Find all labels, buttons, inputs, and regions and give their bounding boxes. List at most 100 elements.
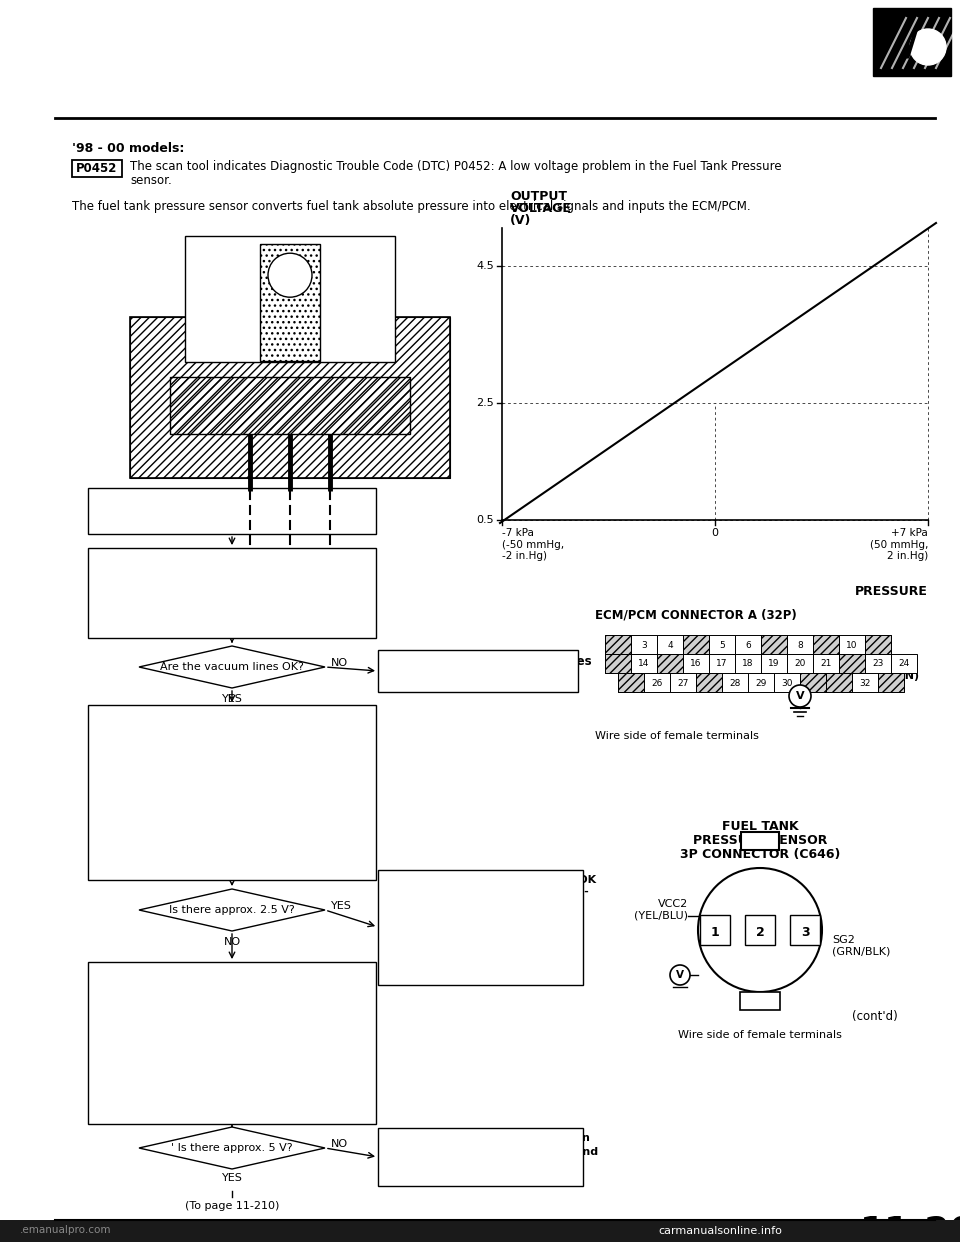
Bar xyxy=(683,655,709,673)
Bar xyxy=(618,673,644,692)
Bar xyxy=(644,673,670,692)
Text: NO: NO xyxy=(331,658,348,668)
Bar xyxy=(130,317,450,478)
Bar xyxy=(735,655,761,673)
Text: 8: 8 xyxy=(797,641,803,650)
Text: 21: 21 xyxy=(820,660,831,668)
Circle shape xyxy=(698,868,822,992)
Polygon shape xyxy=(139,1126,325,1169)
Bar xyxy=(88,705,376,881)
Text: 0: 0 xyxy=(711,528,718,538)
Text: '98 - 00 models:: '98 - 00 models: xyxy=(72,142,184,155)
Text: Problem verification:: Problem verification: xyxy=(98,710,238,723)
Bar xyxy=(88,963,376,1124)
Text: 30: 30 xyxy=(781,678,793,688)
Bar xyxy=(740,992,780,1010)
Bar xyxy=(787,655,813,673)
Bar xyxy=(683,635,709,655)
Text: 20: 20 xyxy=(794,660,805,668)
Bar xyxy=(605,655,631,673)
Text: 11-209: 11-209 xyxy=(860,1215,960,1242)
Bar xyxy=(378,1128,583,1186)
Text: PRESSURE: PRESSURE xyxy=(855,585,928,597)
Bar xyxy=(813,635,839,655)
Bar xyxy=(865,655,891,673)
Bar xyxy=(800,673,826,692)
Bar xyxy=(826,673,852,692)
Text: VOLTAGE: VOLTAGE xyxy=(510,202,572,215)
Text: 23: 23 xyxy=(873,660,884,668)
Text: ' Is there approx. 5 V?: ' Is there approx. 5 V? xyxy=(171,1143,293,1153)
Circle shape xyxy=(910,29,946,65)
Bar xyxy=(605,635,631,655)
Text: P0452: P0452 xyxy=(76,163,118,175)
Text: PTANK (LT GRN): PTANK (LT GRN) xyxy=(820,671,919,681)
Bar xyxy=(745,915,775,945)
Bar xyxy=(800,673,826,692)
Text: 16: 16 xyxy=(690,660,702,668)
Text: 28: 28 xyxy=(730,678,741,688)
Text: (To page 11-210): (To page 11-210) xyxy=(185,1201,279,1211)
Text: —  The MIL has been reported on.: — The MIL has been reported on. xyxy=(98,494,287,504)
Circle shape xyxy=(789,686,811,707)
Bar xyxy=(683,635,709,655)
Text: YES: YES xyxy=(331,900,352,910)
Text: 27: 27 xyxy=(678,678,688,688)
Circle shape xyxy=(268,253,312,297)
Bar xyxy=(873,7,951,76)
Text: YES: YES xyxy=(222,694,243,704)
Bar xyxy=(170,378,410,435)
Text: 4.5: 4.5 xyxy=(476,261,494,271)
Text: Repair or replace vacuum lines
as necessary.: Repair or replace vacuum lines as necess… xyxy=(386,655,591,683)
Polygon shape xyxy=(139,889,325,932)
Bar xyxy=(700,915,730,945)
Bar xyxy=(185,236,395,363)
Bar xyxy=(631,655,657,673)
Text: 3P CONNECTOR (C646): 3P CONNECTOR (C646) xyxy=(680,848,840,861)
Bar xyxy=(865,635,891,655)
Bar xyxy=(735,635,761,655)
Text: (cont'd): (cont'd) xyxy=(852,1010,898,1023)
Text: 2: 2 xyxy=(756,925,764,939)
Bar xyxy=(260,243,320,361)
Bar xyxy=(813,635,839,655)
Bar xyxy=(790,915,820,945)
Text: /: / xyxy=(905,25,919,63)
Text: 26: 26 xyxy=(651,678,662,688)
Text: Intermittent failure, system is OK
at this time. Check for poor con-
nections or: Intermittent failure, system is OK at th… xyxy=(386,876,596,943)
Text: 3: 3 xyxy=(641,641,647,650)
Text: V: V xyxy=(796,691,804,700)
Text: 18: 18 xyxy=(742,660,754,668)
Bar xyxy=(170,378,410,435)
Bar xyxy=(878,673,904,692)
Text: 0.5: 0.5 xyxy=(476,515,494,525)
Bar xyxy=(741,832,779,850)
Text: 3: 3 xyxy=(801,925,809,939)
Text: V: V xyxy=(676,970,684,980)
Bar xyxy=(657,655,683,673)
Text: The scan tool indicates Diagnostic Trouble Code (DTC) P0452: A low voltage probl: The scan tool indicates Diagnostic Troub… xyxy=(130,160,781,173)
Text: +7 kPa
(50 mmHg,
2 in.Hg): +7 kPa (50 mmHg, 2 in.Hg) xyxy=(870,528,928,561)
Text: 2.5: 2.5 xyxy=(476,399,494,409)
Text: Wire side of female terminals: Wire side of female terminals xyxy=(595,732,758,741)
Text: Repair open in the wire between: Repair open in the wire between xyxy=(386,1133,589,1143)
Text: 1.  Turn the ignition switch OFF.
2.  Reinstall the fuel fill cap.
3.  Disconnec: 1. Turn the ignition switch OFF. 2. Rein… xyxy=(98,994,289,1109)
Text: line):: line): xyxy=(98,980,132,994)
Bar xyxy=(839,635,865,655)
Text: Check the vacuum lines:: Check the vacuum lines: xyxy=(98,553,260,566)
Bar xyxy=(657,655,683,673)
Bar xyxy=(709,635,735,655)
Bar xyxy=(631,635,657,655)
Bar xyxy=(618,673,644,692)
Bar xyxy=(670,673,696,692)
Bar xyxy=(761,635,787,655)
Text: YES: YES xyxy=(222,1172,243,1182)
Bar xyxy=(696,673,722,692)
Text: -7 kPa
(-50 mmHg,
-2 in.Hg): -7 kPa (-50 mmHg, -2 in.Hg) xyxy=(502,528,564,561)
Text: OUTPUT: OUTPUT xyxy=(510,190,567,202)
Text: 32: 32 xyxy=(859,678,871,688)
Text: (V): (V) xyxy=(510,214,532,227)
Text: 1: 1 xyxy=(710,925,719,939)
Text: Wire side of female terminals: Wire side of female terminals xyxy=(678,1030,842,1040)
Polygon shape xyxy=(139,646,325,688)
